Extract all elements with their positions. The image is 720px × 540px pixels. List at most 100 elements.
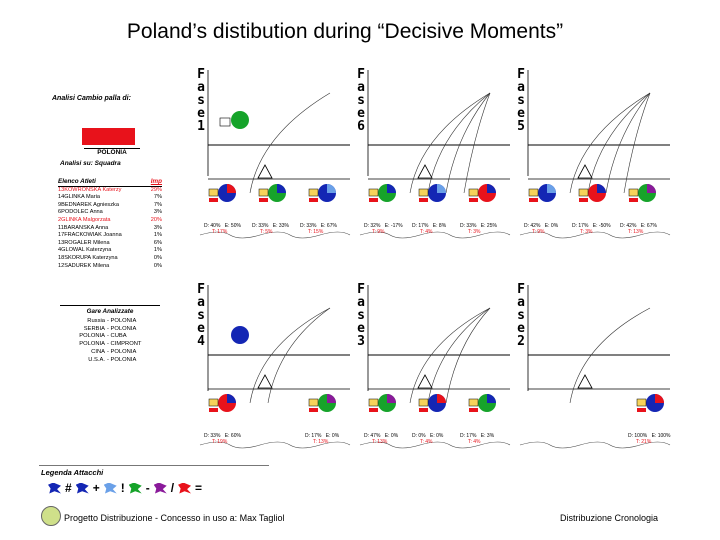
stat-total: T: 5% bbox=[260, 229, 273, 235]
athlete-imp: 7% bbox=[153, 201, 162, 208]
phase-label-char: s bbox=[357, 308, 365, 323]
zone-divider bbox=[199, 441, 351, 449]
athlete-imp: 7% bbox=[153, 194, 162, 201]
zone-number-box bbox=[468, 398, 479, 407]
trajectory-arc bbox=[249, 92, 331, 194]
zone-divider bbox=[359, 231, 511, 239]
zone-color-marker bbox=[579, 198, 588, 202]
stat-d: D: 33% bbox=[460, 223, 477, 229]
zone-number-box bbox=[208, 188, 219, 197]
stat-total: T: 13% bbox=[372, 439, 388, 445]
phase-label-char: a bbox=[517, 80, 525, 95]
stat-total: T: 13% bbox=[628, 229, 644, 235]
trajectory-arc bbox=[569, 307, 651, 404]
trajectory-arc bbox=[409, 307, 491, 404]
attack-pie-slice bbox=[387, 184, 396, 193]
phase-label-char: e bbox=[517, 321, 525, 336]
slide-title: Poland’s distibution during “Decisive Mo… bbox=[126, 20, 564, 43]
athlete-imp: 0% bbox=[153, 262, 162, 269]
athlete-imp: 6% bbox=[153, 239, 162, 246]
attack-type-icon bbox=[75, 482, 89, 494]
setter-triangle-icon bbox=[577, 164, 593, 179]
stat-e: E: 0% bbox=[383, 433, 399, 439]
athlete-name: 2GLINKA Malgorzata bbox=[58, 216, 111, 223]
logo-icon bbox=[41, 506, 61, 526]
gare-title: Gare Analizzate bbox=[60, 305, 160, 316]
athlete-name: 17FRACKOWIAK Joanna bbox=[58, 232, 122, 239]
phase-label-char: a bbox=[517, 295, 525, 310]
stat-d: D: 47% bbox=[364, 433, 381, 439]
setter-triangle-icon bbox=[417, 164, 433, 179]
zone-color-marker bbox=[259, 198, 268, 202]
match-team-a: CINA bbox=[91, 348, 105, 355]
attack-pie-slice bbox=[327, 394, 336, 403]
zone-color-marker bbox=[369, 408, 378, 412]
attack-type-symbol: - bbox=[145, 481, 150, 495]
phase-stat: D: 42% E: 67% T: 13% bbox=[620, 223, 657, 235]
attack-pie-slice bbox=[327, 184, 336, 193]
zone-color-marker bbox=[369, 198, 378, 202]
athlete-row: 9BEDNAREK Agnieszka 7% bbox=[58, 202, 162, 210]
athlete-imp: 3% bbox=[153, 209, 162, 216]
trajectory-arc bbox=[463, 92, 491, 194]
match-team-a: POLONIA bbox=[79, 333, 105, 340]
athlete-name: 13KOWRONSKA Katerzy bbox=[58, 186, 122, 193]
zone-number-box bbox=[468, 188, 479, 197]
analisi-su-label: Analisi su: Squadra bbox=[60, 160, 121, 167]
attack-pie-slice bbox=[227, 394, 236, 403]
phase-label-char: s bbox=[197, 93, 205, 108]
attack-type-symbol: # bbox=[65, 481, 72, 495]
attack-type-symbol: + bbox=[92, 481, 100, 495]
stat-total: T: 9% bbox=[372, 229, 385, 235]
stat-total: T: 19% bbox=[212, 439, 228, 445]
match-row: POLONIA - CIMPRONT bbox=[60, 341, 160, 349]
athlete-imp: 29% bbox=[150, 186, 162, 193]
stat-total: T: 17% bbox=[212, 229, 228, 235]
zone-color-marker bbox=[529, 198, 538, 202]
zone-divider bbox=[519, 441, 671, 449]
stat-d: D: 42% bbox=[524, 223, 541, 229]
zone-number-box bbox=[578, 188, 589, 197]
setter-triangle-icon bbox=[417, 374, 433, 389]
gare-analizzate: Gare Analizzate Russia - POLONIA SERBIA - P… bbox=[60, 305, 160, 365]
stat-d: D: 100% bbox=[628, 433, 648, 439]
stat-e: E: 67% bbox=[639, 223, 657, 229]
match-team-b: - POLONIA bbox=[107, 356, 137, 363]
stat-d: D: 0% bbox=[412, 433, 426, 439]
stat-e: E: 100% bbox=[650, 433, 671, 439]
athlete-imp: 3% bbox=[153, 224, 162, 231]
athlete-row: 14GLINKA Maria 7% bbox=[58, 194, 162, 202]
attack-pie-slice bbox=[487, 394, 496, 403]
athlete-name: 4GLOWAL Katerzyna bbox=[58, 247, 112, 254]
phase-stat: D: 17% E: -50% T: 3% bbox=[572, 223, 611, 235]
attack-pie-slice bbox=[387, 394, 396, 403]
zone-number-box bbox=[528, 188, 539, 197]
footer-section: Distribuzione Cronologia bbox=[560, 513, 659, 523]
attack-type-symbol: = bbox=[195, 481, 203, 495]
athlete-imp: 20% bbox=[150, 216, 162, 223]
zone-number-box bbox=[258, 188, 269, 197]
athlete-name: 11BARANSKA Anna bbox=[58, 224, 109, 231]
zone-number-box bbox=[636, 398, 647, 407]
stat-e: E: 33% bbox=[271, 223, 289, 229]
attack-type-icon bbox=[178, 482, 192, 494]
phase-label-char: s bbox=[357, 93, 365, 108]
attack-type-icon bbox=[128, 482, 142, 494]
phase-label-char: s bbox=[517, 93, 525, 108]
stat-total: T: 13% bbox=[313, 439, 329, 445]
phase-stat: D: 17% E: 8% T: 4% bbox=[412, 223, 446, 235]
legend-box bbox=[39, 465, 269, 502]
athlete-name: 12SADUREK Milena bbox=[58, 262, 110, 269]
athlete-row: 6PODOLEC Anna 3% bbox=[58, 209, 162, 217]
phase-stat: D: 33% E: 25% T: 3% bbox=[460, 223, 497, 235]
phase-label-char: e bbox=[517, 106, 525, 121]
stat-e: E: 8% bbox=[431, 223, 447, 229]
athlete-row: 17FRACKOWIAK Joanna 1% bbox=[58, 232, 162, 240]
footer-credit: Progetto Distribuzione - Concesso in uso… bbox=[64, 513, 285, 523]
phase-label-char: e bbox=[197, 321, 205, 336]
zone-divider bbox=[199, 231, 351, 239]
match-team-a: POLONIA bbox=[79, 341, 105, 348]
match-team-b: - CIMPRONT bbox=[107, 341, 142, 348]
attack-pie-slice bbox=[437, 394, 446, 403]
